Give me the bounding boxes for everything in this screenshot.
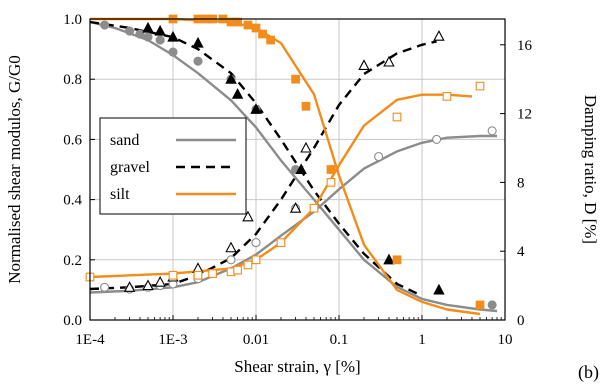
x-axis-title: Shear strain, γ [%]	[234, 357, 360, 376]
y-right-tick-label: 4	[517, 244, 525, 260]
point-modulus-silt	[233, 17, 242, 27]
point-modulus-silt	[258, 29, 267, 39]
point-modulus-silt	[326, 165, 336, 174]
y-right-tick-label: 16	[517, 38, 533, 54]
y-right-tick-label: 8	[517, 175, 525, 191]
point-damping-gravel	[358, 59, 370, 70]
point-modulus-silt	[301, 101, 311, 111]
point-modulus-silt	[291, 74, 300, 84]
point-damping-silt	[392, 112, 402, 122]
point-modulus-sand	[193, 56, 203, 66]
x-tick-label: 0.01	[243, 332, 269, 348]
point-modulus-gravel	[192, 36, 204, 48]
x-tick-label: 1E-4	[75, 332, 105, 348]
point-modulus-silt	[475, 300, 485, 310]
point-damping-sand	[251, 238, 261, 248]
y-right-tick-label: 12	[517, 107, 532, 123]
point-damping-gravel	[433, 30, 445, 41]
legend-label-silt: silt	[110, 186, 130, 203]
legend-label-gravel: gravel	[110, 159, 151, 176]
point-damping-sand	[100, 282, 110, 292]
point-modulus-sand	[487, 300, 497, 310]
point-damping-silt	[233, 265, 242, 275]
point-modulus-silt	[243, 20, 253, 30]
point-modulus-sand	[168, 47, 178, 57]
legend-label-sand: sand	[110, 132, 139, 149]
curve-modulus-sand	[89, 20, 498, 313]
point-modulus-gravel	[231, 88, 244, 99]
point-modulus-sand	[125, 26, 135, 36]
point-damping-silt	[442, 92, 452, 101]
point-modulus-gravel	[295, 163, 307, 175]
x-tick-label: 0.1	[330, 332, 349, 348]
axis-ticks: 1E-4 1E-3 0.01 0.1 1 10 0.0 0.2 0.4 0.6 0.8 1.0 0 4 8 1…	[63, 12, 532, 348]
point-damping-silt	[309, 203, 319, 213]
point-damping-sand	[487, 126, 497, 136]
panel-label: (b)	[578, 362, 599, 383]
legend: sand gravel silt	[99, 117, 247, 215]
point-damping-sand	[226, 255, 236, 265]
point-modulus-gravel	[167, 30, 179, 42]
y-left-tick-label: 0.4	[63, 193, 82, 209]
point-modulus-gravel	[225, 73, 237, 84]
point-damping-gravel	[142, 279, 154, 291]
x-tick-label: 10	[498, 332, 513, 348]
point-modulus-gravel	[433, 283, 445, 295]
point-damping-sand	[374, 152, 384, 162]
point-damping-gravel	[289, 202, 302, 213]
y-left-tick-label: 1.0	[63, 12, 82, 28]
point-modulus-sand	[135, 29, 145, 39]
y-left-tick-label: 0.8	[63, 72, 82, 88]
point-damping-silt	[326, 178, 336, 187]
point-modulus-silt	[392, 255, 402, 265]
point-damping-silt	[475, 81, 485, 91]
point-modulus-silt	[251, 23, 261, 33]
point-damping-silt	[193, 270, 203, 280]
point-damping-gravel	[154, 275, 166, 287]
point-modulus-gravel	[250, 103, 262, 114]
point-damping-silt	[243, 260, 253, 270]
point-modulus-sand	[143, 32, 153, 42]
point-damping-gravel	[242, 210, 254, 222]
point-modulus-silt	[266, 35, 275, 45]
plot-frame	[89, 18, 506, 321]
point-damping-silt	[276, 238, 286, 247]
point-damping-sand	[432, 134, 442, 144]
point-modulus-sand	[100, 20, 110, 30]
y-axis-left-title: Normalised shear modulos, G/G0	[5, 55, 24, 284]
y-left-tick-label: 0.6	[63, 132, 82, 148]
point-modulus-sand	[155, 35, 165, 45]
point-damping-gravel	[383, 55, 395, 67]
point-damping-gravel	[225, 241, 237, 253]
point-damping-silt	[168, 270, 178, 280]
y-right-tick-label: 0	[517, 313, 525, 329]
point-damping-silt	[208, 269, 217, 278]
point-modulus-gravel	[154, 24, 166, 36]
point-damping-gravel	[123, 281, 136, 292]
curve-damping-silt	[89, 93, 473, 279]
point-modulus-gravel	[142, 21, 154, 33]
y-left-tick-label: 0.2	[63, 253, 82, 269]
x-tick-label: 1	[418, 332, 426, 348]
y-left-tick-label: 0.0	[63, 313, 82, 329]
point-damping-silt	[251, 255, 261, 265]
point-damping-gravel	[300, 141, 312, 153]
x-tick-label: 1E-3	[158, 332, 187, 348]
point-modulus-gravel	[383, 253, 395, 265]
y-axis-right-title: Damping ratio, D [%]	[581, 95, 600, 244]
